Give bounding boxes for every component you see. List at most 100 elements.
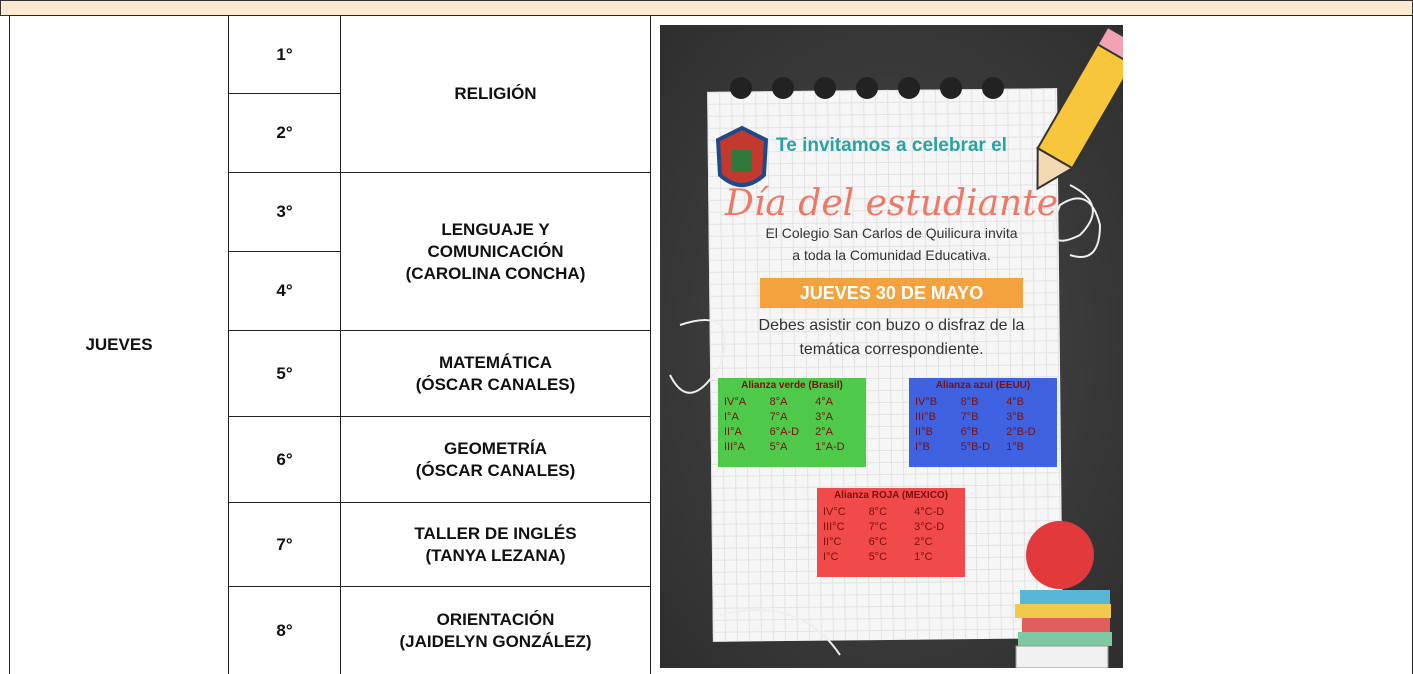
alliance-course: II°C bbox=[823, 536, 842, 548]
alliance-course: 6°B bbox=[960, 426, 979, 438]
alliance-name: Alianza azul (EEUU) bbox=[935, 380, 1031, 391]
period-cell: 2° bbox=[228, 93, 340, 172]
period-cell: 7° bbox=[228, 502, 340, 586]
subject-cell: TALLER DE INGLÉS (TANYA LEZANA) bbox=[340, 502, 650, 586]
alliance-row: I°A 7°A 3°A bbox=[724, 410, 860, 425]
subject-line: (ÓSCAR CANALES) bbox=[415, 374, 576, 394]
alliance-course: IV°C bbox=[823, 506, 846, 518]
subject-line: (TANYA LEZANA) bbox=[425, 545, 566, 565]
period-cell: 3° bbox=[228, 172, 340, 251]
subject-line: COMUNICACIÓN bbox=[427, 241, 564, 261]
binder-hole bbox=[814, 77, 836, 99]
day-cell: JUEVES bbox=[9, 15, 228, 674]
subject-line: (JAIDELYN GONZÁLEZ) bbox=[399, 631, 592, 651]
binder-hole bbox=[772, 77, 794, 99]
pencil bbox=[1036, 25, 1123, 191]
alliance-course: 8°B bbox=[960, 396, 979, 408]
alliance-row: I°C 5°C 1°C bbox=[823, 550, 959, 565]
subject-line: LENGUAJE Y bbox=[441, 219, 550, 239]
alliance-course: II°A bbox=[724, 426, 742, 438]
alliance-course: IV°B bbox=[915, 396, 938, 408]
subject-cell: GEOMETRÍA (ÓSCAR CANALES) bbox=[340, 416, 650, 502]
poster: Te invitamos a celebrar el Día del estud… bbox=[660, 25, 1123, 668]
subject-line: (ÓSCAR CANALES) bbox=[415, 460, 576, 480]
alliance-course: 3°A bbox=[815, 411, 833, 423]
alliance-course: I°B bbox=[915, 441, 930, 453]
subject-line: ORIENTACIÓN bbox=[436, 609, 555, 629]
period-cell: 4° bbox=[228, 251, 340, 330]
alliance-course: 3°B bbox=[1006, 411, 1024, 423]
alliance-course: 8°C bbox=[868, 506, 888, 518]
shield bbox=[715, 125, 769, 187]
alliance-course: 6°A-D bbox=[769, 426, 800, 438]
alliance-course: 6°C bbox=[868, 536, 888, 548]
alliance-course: 1°A-D bbox=[815, 441, 845, 453]
alliance-course: 3°C-D bbox=[914, 521, 945, 533]
scribble bbox=[669, 184, 1102, 656]
poster-title: Día del estudiante bbox=[725, 183, 1058, 224]
subject-cell: RELIGIÓN bbox=[340, 15, 650, 172]
poster-text: a toda la Comunidad Educativa. bbox=[792, 247, 991, 263]
poster-text: El Colegio San Carlos de Quilicura invit… bbox=[765, 225, 1018, 241]
binder-hole bbox=[730, 77, 752, 99]
alliance-row: I°B 5°B-D 1°B bbox=[915, 440, 1051, 455]
alliance-name: Alianza verde (Brasil) bbox=[741, 380, 843, 391]
poster-instructions: temática correspondiente. bbox=[799, 341, 984, 358]
alliance-box: Alianza azul (EEUU) IV°B 8°B 4°B III°B 7°B 3°B… bbox=[909, 378, 1057, 467]
alliance-course: III°C bbox=[823, 521, 845, 533]
alliance-row: IV°B 8°B 4°B bbox=[915, 395, 1051, 410]
alliance-course: III°A bbox=[724, 441, 745, 453]
alliance-course: IV°A bbox=[724, 396, 747, 408]
binder-hole bbox=[940, 77, 962, 99]
subject-line: RELIGIÓN bbox=[454, 84, 537, 103]
alliance-row: II°C 6°C 2°C bbox=[823, 535, 959, 550]
alliance-course: 5°A bbox=[769, 441, 788, 453]
alliance-course: 1°C bbox=[914, 551, 933, 563]
binder-hole bbox=[982, 77, 1004, 99]
alliance-row: IV°A 8°A 4°A bbox=[724, 395, 860, 410]
poster-invite: Te invitamos a celebrar el bbox=[776, 135, 1007, 156]
alliance-course: 8°A bbox=[769, 396, 788, 408]
subject-cell: ORIENTACIÓN (JAIDELYN GONZÁLEZ) bbox=[340, 586, 650, 674]
alliance-row: III°A 5°A 1°A-D bbox=[724, 440, 860, 455]
alliance-box: Alianza verde (Brasil) IV°A 8°A 4°A I°A 7°A 3°… bbox=[718, 378, 866, 467]
alliance-course: 4°C-D bbox=[914, 506, 945, 518]
binder-hole bbox=[856, 77, 878, 99]
subject-line: TALLER DE INGLÉS bbox=[414, 523, 577, 543]
alliance-row: II°B 6°B 2°B-D bbox=[915, 425, 1051, 440]
alliance-row: III°C 7°C 3°C-D bbox=[823, 520, 959, 535]
subject-line: (CAROLINA CONCHA) bbox=[405, 263, 586, 283]
alliance-row: III°B 7°B 3°B bbox=[915, 410, 1051, 425]
alliance-course: 5°C bbox=[868, 551, 888, 563]
alliance-box: Alianza ROJA (MEXICO) IV°C 8°C 4°C-D III°C 7°… bbox=[817, 488, 965, 577]
alliance-name: Alianza ROJA (MEXICO) bbox=[833, 490, 949, 501]
alliance-course: 2°B-D bbox=[1006, 426, 1036, 438]
alliance-course: 5°B-D bbox=[960, 441, 991, 453]
poster-date: JUEVES 30 DE MAYO bbox=[760, 278, 1023, 308]
alliance-course: 7°A bbox=[769, 411, 788, 423]
period-cell: 5° bbox=[228, 330, 340, 416]
period-cell: 1° bbox=[228, 15, 340, 93]
alliance-row: IV°C 8°C 4°C-D bbox=[823, 505, 959, 520]
subject-line: GEOMETRÍA bbox=[444, 438, 547, 458]
binder-hole bbox=[898, 77, 920, 99]
alliance-row: II°A 6°A-D 2°A bbox=[724, 425, 860, 440]
period-cell: 6° bbox=[228, 416, 340, 502]
header-band bbox=[0, 0, 1413, 16]
poster-decor bbox=[669, 25, 1123, 668]
period-cell: 8° bbox=[228, 586, 340, 674]
alliance-course: 2°C bbox=[914, 536, 933, 548]
alliance-course: 7°C bbox=[868, 521, 888, 533]
poster-instructions: Debes asistir con buzo o disfraz de la bbox=[758, 317, 1025, 334]
alliance-course: 7°B bbox=[960, 411, 979, 423]
subject-cell: LENGUAJE Y COMUNICACIÓN (CAROLINA CONCHA) bbox=[340, 172, 650, 330]
subject-line: MATEMÁTICA bbox=[439, 352, 552, 372]
alliance-course: I°A bbox=[724, 411, 739, 423]
alliance-course: III°B bbox=[915, 411, 936, 423]
alliance-course: II°B bbox=[915, 426, 933, 438]
alliance-course: 4°B bbox=[1006, 396, 1024, 408]
subject-cell: MATEMÁTICA (ÓSCAR CANALES) bbox=[340, 330, 650, 416]
alliance-course: 2°A bbox=[815, 426, 833, 438]
